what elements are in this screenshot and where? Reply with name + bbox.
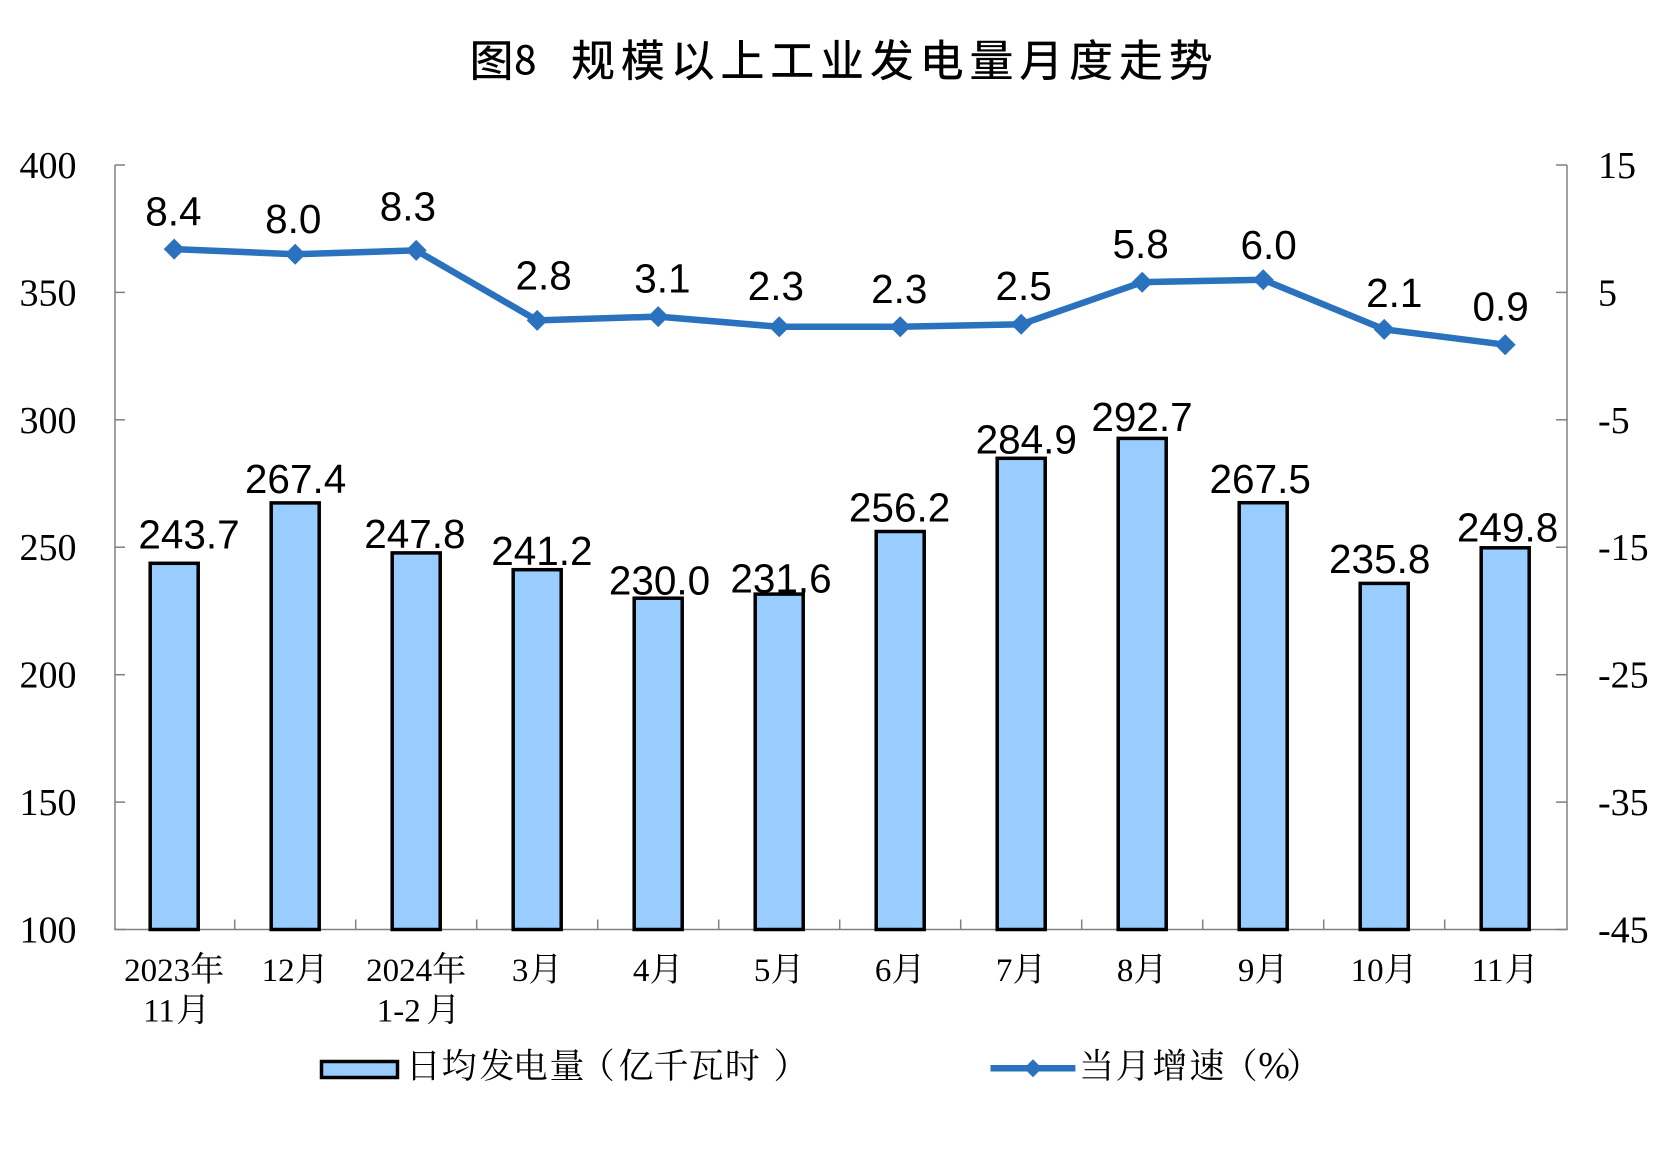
- svg-text:2.8: 2.8: [515, 252, 571, 298]
- svg-text:-25: -25: [1598, 655, 1649, 697]
- svg-text:2.3: 2.3: [871, 266, 927, 312]
- svg-text:8.4: 8.4: [145, 189, 201, 235]
- svg-text:0.9: 0.9: [1473, 284, 1529, 330]
- svg-text:350: 350: [20, 272, 77, 314]
- svg-text:6.0: 6.0: [1240, 222, 1296, 268]
- svg-text:256.2: 256.2: [849, 485, 950, 531]
- svg-text:267.4: 267.4: [245, 456, 346, 502]
- svg-text:8.0: 8.0: [265, 196, 321, 242]
- svg-text:235.8: 235.8: [1329, 536, 1430, 582]
- svg-text:5: 5: [754, 953, 771, 989]
- svg-text:2024: 2024: [366, 953, 432, 989]
- svg-text:2.5: 2.5: [995, 263, 1051, 309]
- svg-text:-35: -35: [1598, 782, 1649, 824]
- svg-text:10: 10: [1351, 953, 1384, 989]
- svg-text:241.2: 241.2: [491, 528, 592, 574]
- svg-text:3: 3: [512, 953, 529, 989]
- svg-text:250: 250: [20, 527, 77, 569]
- svg-text:15: 15: [1598, 145, 1636, 187]
- svg-text:2023: 2023: [124, 953, 190, 989]
- svg-text:249.8: 249.8: [1457, 505, 1558, 551]
- svg-text:150: 150: [20, 782, 77, 824]
- svg-text:243.7: 243.7: [138, 512, 239, 558]
- svg-text:292.7: 292.7: [1091, 394, 1192, 440]
- svg-text:3.1: 3.1: [634, 256, 690, 302]
- svg-text:100: 100: [20, 910, 77, 952]
- svg-text:300: 300: [20, 400, 77, 442]
- svg-text:284.9: 284.9: [976, 416, 1077, 462]
- svg-text:2.3: 2.3: [748, 263, 804, 309]
- svg-text:9: 9: [1238, 953, 1255, 989]
- svg-text:230.0: 230.0: [609, 557, 710, 603]
- svg-text:7: 7: [996, 953, 1013, 989]
- svg-text:-15: -15: [1598, 527, 1649, 569]
- svg-text:%: %: [1258, 1045, 1290, 1087]
- svg-text:2.1: 2.1: [1366, 270, 1422, 316]
- svg-text:247.8: 247.8: [364, 511, 465, 557]
- svg-text:8.3: 8.3: [380, 183, 436, 229]
- svg-text:1-2: 1-2: [377, 994, 421, 1030]
- svg-text:200: 200: [20, 655, 77, 697]
- svg-text:231.6: 231.6: [730, 555, 831, 601]
- svg-text:4: 4: [633, 953, 650, 989]
- svg-text:400: 400: [20, 145, 77, 187]
- svg-text:8: 8: [1117, 953, 1134, 989]
- svg-text:267.5: 267.5: [1210, 456, 1311, 502]
- svg-text:5: 5: [1598, 272, 1617, 314]
- svg-text:-5: -5: [1598, 400, 1630, 442]
- svg-text:5.8: 5.8: [1112, 221, 1168, 267]
- svg-text:12: 12: [262, 953, 295, 989]
- svg-text:6: 6: [875, 953, 892, 989]
- svg-text:11: 11: [143, 994, 175, 1030]
- svg-text:-45: -45: [1598, 910, 1649, 952]
- svg-text:11: 11: [1472, 953, 1504, 989]
